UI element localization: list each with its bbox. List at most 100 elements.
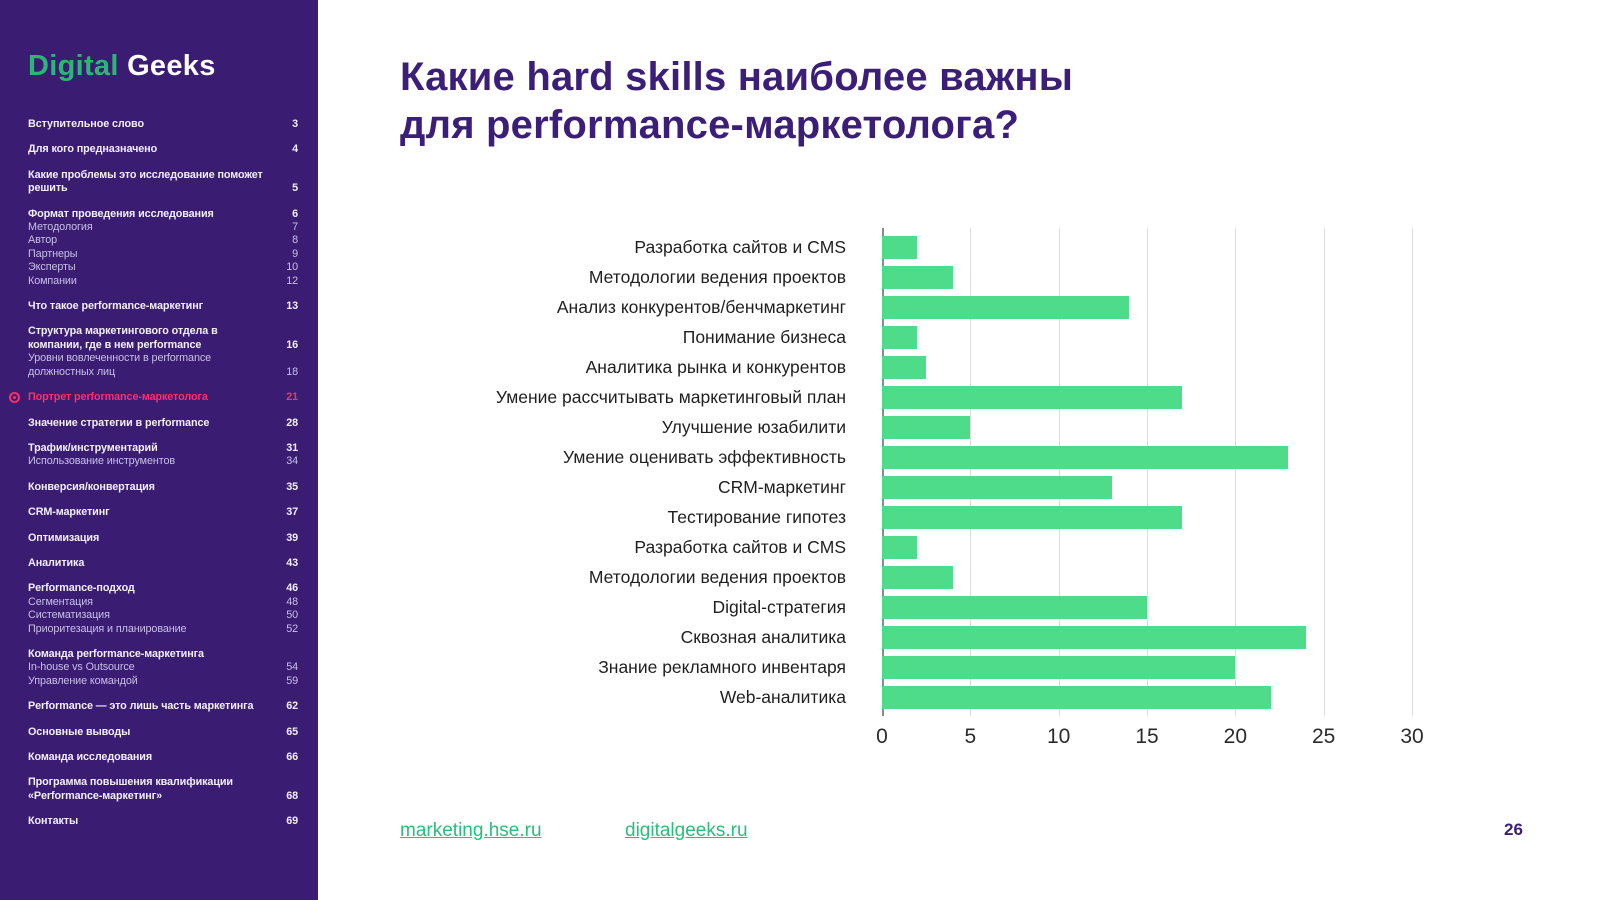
gridline — [970, 228, 972, 716]
toc-item-page: 39 — [286, 531, 298, 544]
toc-item[interactable]: Значение стратегии в performance 28 — [28, 417, 298, 430]
toc-item-label: Методология — [28, 221, 93, 234]
chart-bar — [882, 325, 918, 349]
chart-label: Разработка сайтов и CMS — [634, 536, 846, 557]
chart-bar — [882, 535, 918, 559]
toc-item[interactable]: Команда performance-маркетинга — [28, 648, 298, 661]
chart-bar — [882, 475, 1112, 499]
chart-row: Понимание бизнеса — [400, 322, 1442, 352]
toc-group: Команда исследования 66 — [28, 751, 298, 764]
toc-group: Performance-подход 46 Сегментация 48 Система… — [28, 582, 298, 636]
toc-item[interactable]: Конверсия/конвертация 35 — [28, 481, 298, 494]
toc-item-label: Аналитика — [28, 556, 85, 569]
toc-item[interactable]: Использование инструментов 34 — [28, 455, 298, 468]
toc-item[interactable]: CRM-маркетинг 37 — [28, 506, 298, 519]
chart-track — [882, 385, 1442, 409]
logo-geeks: Geeks — [118, 50, 216, 82]
title-line-1: Какие hard skills наиболее важны — [400, 55, 1074, 99]
toc-item[interactable]: Сегментация 48 — [28, 596, 298, 609]
toc-group: Оптимизация 39 — [28, 532, 298, 545]
x-tick-label: 15 — [1135, 725, 1159, 748]
toc-item[interactable]: Партнеры 9 — [28, 248, 298, 261]
link-digitalgeeks[interactable]: digitalgeeks.ru — [625, 820, 748, 841]
x-tick-label: 25 — [1311, 725, 1336, 748]
toc-item[interactable]: Контакты 69 — [28, 815, 298, 828]
toc-item[interactable]: Команда исследования 66 — [28, 751, 298, 764]
toc-item[interactable]: Какие проблемы это исследование поможет … — [28, 169, 298, 196]
toc-item[interactable]: Performance-подход 46 — [28, 582, 298, 595]
toc-item[interactable]: Формат проведения исследования 6 — [28, 208, 298, 221]
chart-bar — [882, 625, 1306, 649]
toc-item[interactable]: Портрет performance-маркетолога 21 — [9, 391, 298, 404]
toc-item[interactable]: Приоритезация и планирование 52 — [28, 623, 298, 636]
toc-item-label: Контакты — [28, 815, 79, 828]
chart-label: Методологии ведения проектов — [588, 566, 846, 587]
chart-row: Умение оценивать эффективность — [400, 442, 1442, 472]
toc-item-page: 13 — [286, 300, 298, 313]
chart-track — [882, 235, 1442, 259]
chart-row: Методологии ведения проектов — [400, 562, 1442, 592]
x-tick-label: 10 — [1046, 725, 1071, 748]
toc-item[interactable]: Performance — это лишь часть маркетинга 6… — [28, 700, 298, 713]
toc-item-page: 66 — [286, 751, 298, 763]
toc-item[interactable]: Компании 12 — [28, 275, 298, 288]
toc-item-label: Трафик/инструментарий — [28, 441, 158, 454]
toc-item[interactable]: Для кого предназначено 4 — [28, 143, 298, 156]
toc-group: Основные выводы 65 — [28, 726, 298, 739]
toc-item-label: Performance — это лишь часть маркетинга — [28, 700, 254, 713]
toc-item-label: CRM-маркетинг — [28, 506, 110, 519]
chart-track — [882, 475, 1442, 499]
toc-item-label: Управление командой — [28, 674, 138, 687]
toc-item[interactable]: Оптимизация 39 — [28, 532, 298, 545]
toc-group: Контакты 69 — [28, 815, 298, 828]
toc-item-page: 16 — [286, 338, 298, 351]
toc-item-page: 31 — [286, 441, 298, 454]
chart-bar — [882, 385, 1183, 409]
chart-row: Методологии ведения проектов — [400, 262, 1442, 292]
toc-item[interactable]: Основные выводы 65 — [28, 726, 298, 739]
toc-item-page: 69 — [286, 815, 298, 828]
toc-item[interactable]: In-house vs Outsource 54 — [28, 661, 298, 674]
chart-row: Digital-стратегия — [400, 592, 1442, 622]
toc-item-page: 68 — [286, 789, 298, 802]
toc-item[interactable]: Систематизация 50 — [28, 609, 298, 622]
toc-item-page: 48 — [286, 595, 298, 608]
chart-label: Анализ конкурентов/бенчмаркетинг — [556, 296, 846, 317]
chart-track — [882, 565, 1442, 589]
toc-group: Что такое performance-маркетинг 13 — [28, 300, 298, 313]
toc-item[interactable]: Аналитика 43 — [28, 557, 298, 570]
toc-group: Performance — это лишь часть маркетинга 6… — [28, 700, 298, 713]
toc-item-label: Портрет performance-маркетолога — [28, 391, 208, 404]
toc-item[interactable]: Управление командой 59 — [28, 675, 298, 688]
toc-item[interactable]: Программа повышения квалификации «Perfor… — [28, 776, 298, 803]
main: Какие hard skills наиболее важны для per… — [318, 0, 1600, 900]
toc-item[interactable]: Структура маркетингового отдела в компан… — [28, 325, 298, 352]
toc-item[interactable]: Вступительное слово 3 — [28, 118, 298, 131]
toc-item[interactable]: Автор 8 — [28, 234, 298, 247]
chart-bar — [882, 565, 953, 589]
toc-item[interactable]: Что такое performance-маркетинг 13 — [28, 300, 298, 313]
toc-item-label: Конверсия/конвертация — [28, 480, 155, 493]
chart-row: Анализ конкурентов/бенчмаркетинг — [400, 292, 1442, 322]
toc-group: Команда performance-маркетинга In-house v… — [28, 648, 298, 688]
toc-group: Формат проведения исследования 6 Методолог… — [28, 208, 298, 288]
x-axis: 0 5 10 15 20 25 30 — [876, 712, 1442, 752]
toc-item-label: Автор — [28, 234, 58, 247]
toc-item-page: 21 — [286, 391, 298, 404]
toc-item[interactable]: Трафик/инструментарий 31 — [28, 442, 298, 455]
toc-group: CRM-маркетинг 37 — [28, 506, 298, 519]
toc-item[interactable]: Методология 7 — [28, 221, 298, 234]
chart-label: Умение рассчитывать маркетинговый план — [495, 386, 846, 407]
link-marketing-hse[interactable]: marketing.hse.ru — [400, 820, 542, 841]
toc-item-label: Программа повышения квалификации «Perfor… — [28, 776, 233, 802]
toc-item[interactable]: Уровни вовлеченности в performance должн… — [28, 352, 298, 379]
chart-track — [882, 445, 1442, 469]
chart-bar — [882, 655, 1236, 679]
toc-item[interactable]: Эксперты 10 — [28, 261, 298, 274]
chart-label: CRM-маркетинг — [717, 476, 846, 497]
toc-item-page: 8 — [292, 234, 298, 247]
toc-item-label: Уровни вовлеченности в performance должн… — [28, 352, 212, 378]
toc-item-label: Performance-подход — [28, 582, 135, 595]
toc-item-label: Для кого предназначено — [28, 143, 158, 156]
chart-track — [882, 685, 1442, 709]
